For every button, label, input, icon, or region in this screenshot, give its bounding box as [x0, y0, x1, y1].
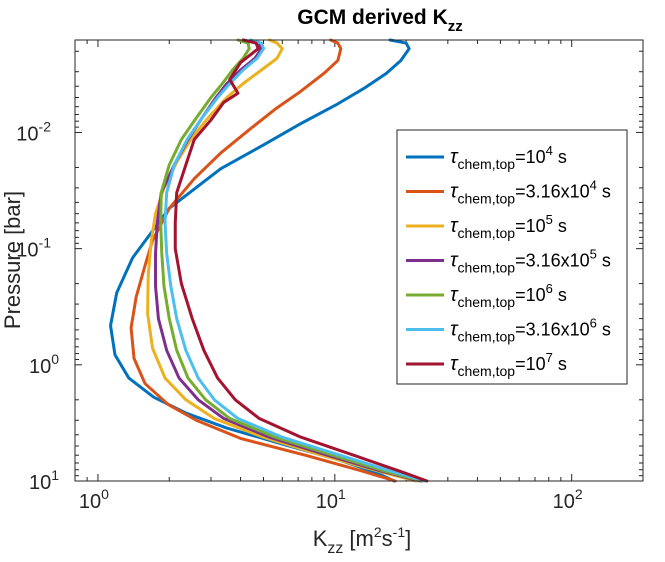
series-group	[109, 38, 429, 483]
legend-label: τchem,top=104 s	[450, 143, 567, 172]
legend-label: τchem,top=107 s	[450, 350, 567, 379]
series-line-5	[159, 38, 425, 483]
x-axis-title-main: K	[313, 526, 328, 551]
tick-marks	[74, 40, 644, 482]
legend-label: τchem,top=3.16x106 s	[450, 316, 611, 345]
series-line-7	[173, 38, 429, 483]
chart-title: GCM derived Kzz	[297, 6, 463, 35]
series-line-6	[163, 38, 427, 483]
series-line-3	[146, 38, 418, 483]
x-axis-units-sup1: 2	[374, 524, 382, 540]
chart-title-sub: zz	[448, 18, 463, 35]
x-tick-labels: 100 101 102	[79, 486, 583, 513]
legend-label: τchem,top=105 s	[450, 212, 567, 241]
chart-title-main: GCM derived K	[297, 6, 448, 29]
y-tick-label: 10-1	[16, 235, 51, 262]
legend-entry-3: τchem,top=105 s	[406, 212, 567, 241]
x-axis-units-sup2: -1	[393, 524, 406, 540]
x-axis-units-close: ]	[405, 526, 411, 551]
legend-entries: τchem,top=104 s τchem,top=3.16x104 s τchem…	[406, 143, 611, 379]
legend-label: τchem,top=3.16x105 s	[450, 247, 611, 276]
x-tick-label: 101	[316, 486, 346, 513]
series-line-1	[109, 38, 411, 483]
axes-frame	[74, 39, 644, 482]
legend: τchem,top=104 s τchem,top=3.16x104 s τchem…	[396, 129, 628, 385]
legend-label: τchem,top=106 s	[450, 281, 567, 310]
x-tick-label: 100	[79, 486, 109, 513]
legend-entry-1: τchem,top=104 s	[406, 143, 567, 172]
legend-entry-7: τchem,top=107 s	[406, 350, 567, 379]
legend-box	[396, 129, 628, 385]
x-axis-units-mid: s	[382, 526, 393, 551]
legend-label: τchem,top=3.16x104 s	[450, 178, 611, 207]
x-axis-title: Kzz [m2s-1]	[313, 524, 412, 557]
y-tick-label: 101	[29, 467, 59, 494]
series-line-4	[154, 38, 423, 483]
legend-entry-6: τchem,top=3.16x106 s	[406, 316, 611, 345]
legend-entry-2: τchem,top=3.16x104 s	[406, 178, 611, 207]
x-tick-label: 102	[553, 486, 583, 513]
y-tick-label: 100	[29, 351, 59, 378]
y-axis-title: Pressure [bar]	[0, 191, 25, 329]
legend-entry-4: τchem,top=3.16x105 s	[406, 247, 611, 276]
y-tick-label: 10-2	[16, 118, 51, 145]
legend-entry-5: τchem,top=106 s	[406, 281, 567, 310]
x-axis-title-sub: zz	[327, 540, 343, 557]
x-axis-units-open: [m	[349, 526, 373, 551]
y-tick-labels: 10-2 10-1 100 101	[16, 118, 59, 494]
